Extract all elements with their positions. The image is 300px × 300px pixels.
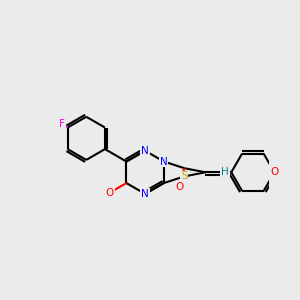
Text: O: O [175, 182, 184, 192]
Text: H: H [221, 167, 229, 177]
Text: O: O [106, 188, 114, 198]
Text: F: F [59, 119, 65, 130]
Text: O: O [270, 167, 278, 177]
Text: S: S [181, 171, 188, 182]
Text: N: N [160, 157, 168, 166]
Text: N: N [141, 146, 149, 156]
Text: N: N [141, 189, 149, 199]
